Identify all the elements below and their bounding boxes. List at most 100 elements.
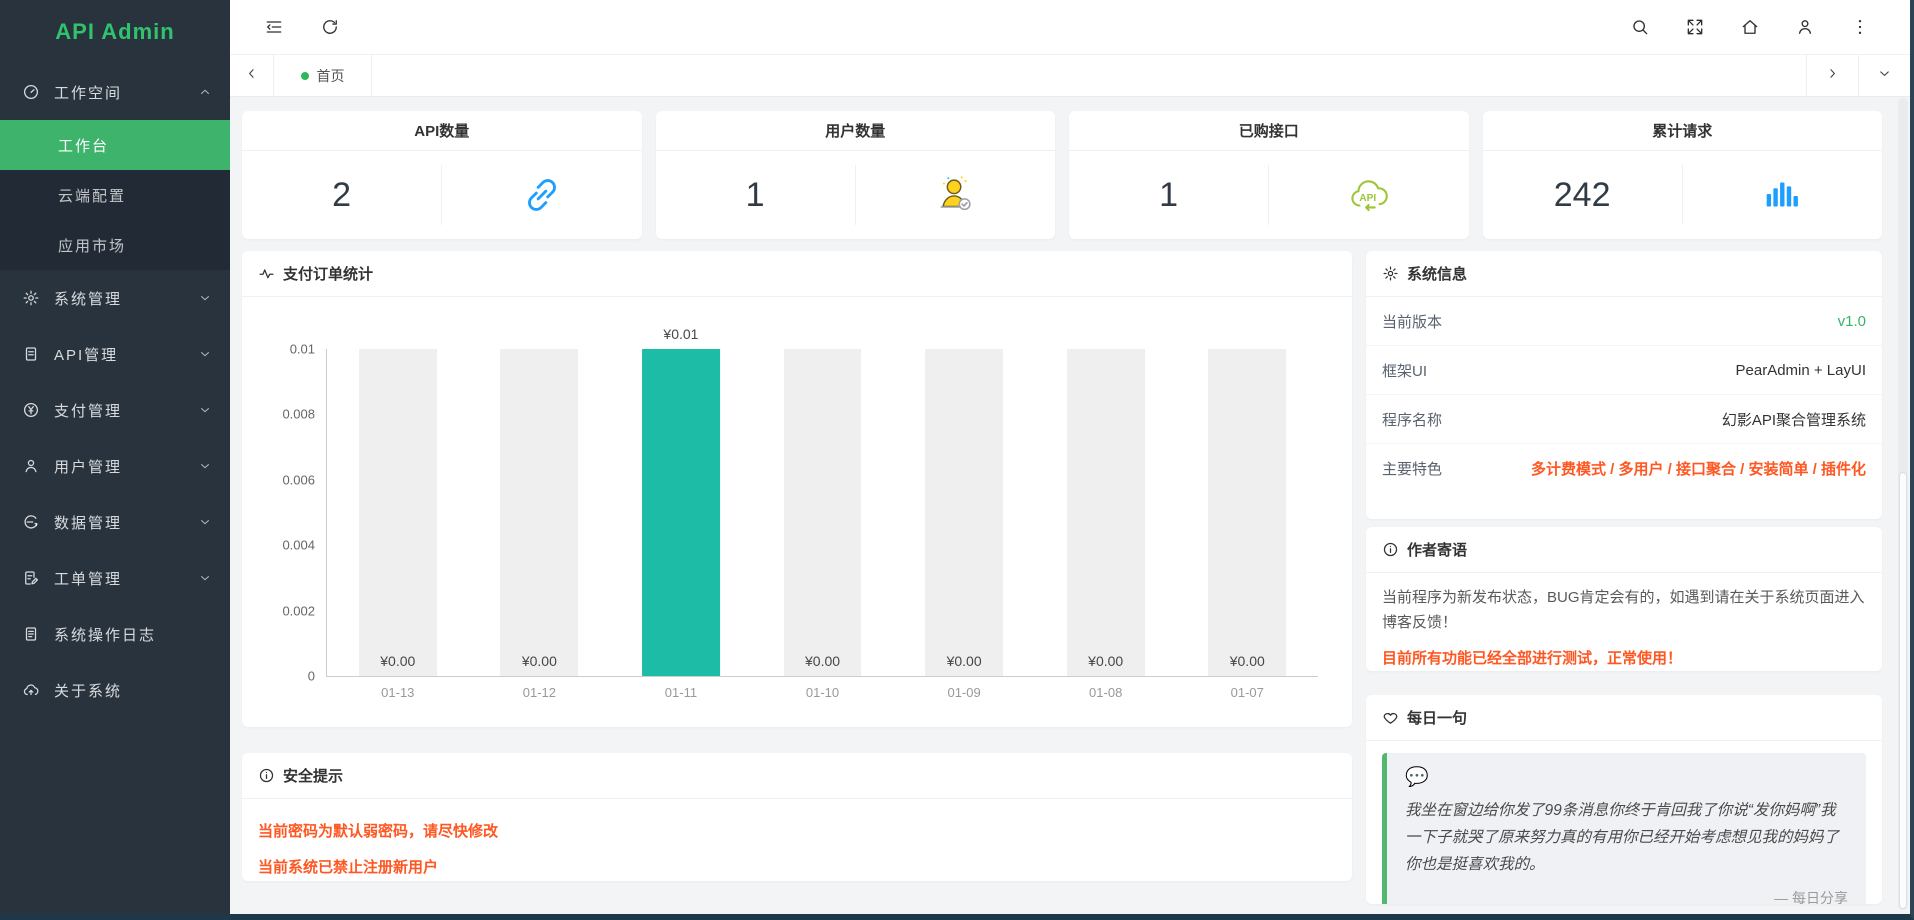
activity-icon <box>258 265 275 282</box>
search-icon[interactable] <box>1630 17 1650 37</box>
scrollbar-thumb[interactable] <box>1899 471 1907 909</box>
author-note-header: 作者寄语 <box>1366 527 1882 573</box>
log-icon <box>22 625 40 643</box>
chart-bar-01-07: ¥0.00 01-07 <box>1176 349 1318 700</box>
sidebar-item-用户管理[interactable]: 用户管理 <box>0 438 230 494</box>
sidebar-item-工单管理[interactable]: 工单管理 <box>0 550 230 606</box>
x-axis-label: 01-09 <box>947 685 981 700</box>
x-axis-label: 01-13 <box>381 685 415 700</box>
stat-card-用户数量: 用户数量 1 <box>655 111 1055 239</box>
stat-card-value: 1 <box>1159 175 1179 214</box>
data-circle-icon <box>22 513 40 531</box>
main-row: 支付订单统计 0 0.002 0.004 0.006 0.008 0.01 ¥0.00 01-… <box>242 251 1882 904</box>
y-axis-tick-label: 0.01 <box>289 341 315 357</box>
collapse-sidebar-icon[interactable] <box>264 17 284 37</box>
chevron-right-icon <box>1825 66 1840 86</box>
chart-columns: ¥0.00 01-13 ¥0.00 01-12 ¥0.01 01-11 ¥0.00 01-10… <box>327 326 1318 700</box>
security-panel-title: 安全提示 <box>283 768 344 785</box>
bar-chart-icon <box>1683 151 1882 239</box>
info-row-label: 框架UI <box>1382 362 1428 380</box>
chevron-down-icon <box>1877 66 1892 86</box>
chevron-down-icon <box>198 515 212 529</box>
fullscreen-icon[interactable] <box>1685 17 1705 37</box>
speech-bubble-emoji: 💬 <box>1405 767 1429 788</box>
sidebar-subitem-label: 应用市场 <box>58 237 127 255</box>
sidebar-item-系统管理[interactable]: 系统管理 <box>0 270 230 326</box>
chevron-down-icon <box>198 291 212 305</box>
chart-bar-01-09: ¥0.00 01-09 <box>893 349 1035 700</box>
refresh-icon[interactable] <box>320 17 340 37</box>
dashboard-icon <box>22 83 40 101</box>
bar-value-label: ¥0.00 <box>380 653 416 669</box>
sidebar-item-系统操作日志[interactable]: 系统操作日志 <box>0 606 230 662</box>
stat-divider <box>1268 165 1270 225</box>
tabs-scroll-right-button[interactable] <box>1806 55 1858 96</box>
sidebar-item-label: 支付管理 <box>54 402 123 420</box>
yen-circle-icon <box>22 401 40 419</box>
chevron-left-icon <box>244 66 259 86</box>
author-note-body: 当前程序为新发布状态，BUG肯定会有的，如遇到请在关于系统页面进入博客反馈！ 目… <box>1366 573 1882 671</box>
bar-value-label: ¥0.00 <box>805 653 841 669</box>
main-area: 首页 API数量 2 用户数量 1 已购接口 1 API <box>230 0 1910 914</box>
stat-card-title: API数量 <box>242 111 642 151</box>
app-logo: API Admin <box>55 19 175 44</box>
bar-background <box>1066 349 1145 676</box>
sidebar-item-关于系统[interactable]: 关于系统 <box>0 662 230 718</box>
vertical-scrollbar[interactable] <box>1898 98 1908 910</box>
info-icon <box>1382 541 1399 558</box>
y-axis-tick-label: 0 <box>307 668 315 684</box>
bar-background <box>358 349 437 676</box>
user-icon[interactable] <box>1795 17 1815 37</box>
daily-quote-title: 每日一句 <box>1407 710 1468 727</box>
submenu-工作空间: 工作台 云端配置 应用市场 <box>0 120 230 270</box>
topbar-left <box>230 17 340 37</box>
chart-panel-title: 支付订单统计 <box>283 266 374 283</box>
x-axis-label: 01-07 <box>1230 685 1264 700</box>
x-axis-label: 01-08 <box>1089 685 1123 700</box>
system-info-row: 框架UI PearAdmin + LayUI <box>1366 346 1882 395</box>
info-row-label: 当前版本 <box>1382 313 1443 331</box>
stat-card-title: 已购接口 <box>1069 111 1469 151</box>
sidebar-item-label: 系统操作日志 <box>54 626 157 644</box>
more-menu-icon[interactable] <box>1850 17 1870 37</box>
stat-divider <box>854 165 856 225</box>
sidebar-item-工作空间[interactable]: 工作空间 <box>0 64 230 120</box>
sidebar-item-API管理[interactable]: API管理 <box>0 326 230 382</box>
daily-quote-source: — 每日分享 <box>1774 890 1848 904</box>
person-icon <box>22 457 40 475</box>
system-info-panel: 系统信息 当前版本 v1.0 框架UI PearAdmin + LayUI 程序… <box>1366 251 1882 519</box>
bar-background <box>1208 349 1287 676</box>
home-icon[interactable] <box>1740 17 1760 37</box>
y-axis-tick-label: 0.008 <box>282 406 315 422</box>
system-info-header: 系统信息 <box>1366 251 1882 297</box>
tab-首页[interactable]: 首页 <box>274 55 372 96</box>
sidebar-item-支付管理[interactable]: 支付管理 <box>0 382 230 438</box>
tabbar-spacer <box>372 55 1806 96</box>
sidebar-subitem-工作台[interactable]: 工作台 <box>0 120 230 170</box>
tab-active-dot <box>300 71 309 80</box>
user-check-icon <box>856 151 1055 239</box>
system-info-row: 程序名称 幻影API聚合管理系统 <box>1366 395 1882 444</box>
security-tip-line: 当前密码为默认弱密码，请尽快修改 <box>258 823 499 840</box>
sidebar-item-label: API管理 <box>54 346 119 364</box>
tabs: 首页 <box>274 55 372 96</box>
sidebar-item-数据管理[interactable]: 数据管理 <box>0 494 230 550</box>
stat-divider <box>441 165 443 225</box>
chevron-down-icon <box>198 403 212 417</box>
bar-background <box>500 349 579 676</box>
tabbar: 首页 <box>230 55 1910 97</box>
bar-value-label: ¥0.01 <box>663 326 699 342</box>
sidebar-item-label: 用户管理 <box>54 458 123 476</box>
cloud-icon <box>22 681 40 699</box>
chart-bar-01-13: ¥0.00 01-13 <box>327 349 469 700</box>
tabs-scroll-left-button[interactable] <box>230 55 274 96</box>
sidebar: API Admin 工作空间 工作台 云端配置 应用市场 系统管理 API管理 … <box>0 0 230 914</box>
security-panel-header: 安全提示 <box>242 753 1352 799</box>
cloud-api-icon: API <box>1269 151 1468 239</box>
tabs-menu-button[interactable] <box>1858 55 1910 96</box>
right-column: 系统信息 当前版本 v1.0 框架UI PearAdmin + LayUI 程序… <box>1366 251 1882 904</box>
sidebar-subitem-云端配置[interactable]: 云端配置 <box>0 170 230 220</box>
payment-orders-chart-panel: 支付订单统计 0 0.002 0.004 0.006 0.008 0.01 ¥0.00 01-… <box>242 251 1352 727</box>
author-note-panel: 作者寄语 当前程序为新发布状态，BUG肯定会有的，如遇到请在关于系统页面进入博客… <box>1366 527 1882 671</box>
sidebar-subitem-应用市场[interactable]: 应用市场 <box>0 220 230 270</box>
